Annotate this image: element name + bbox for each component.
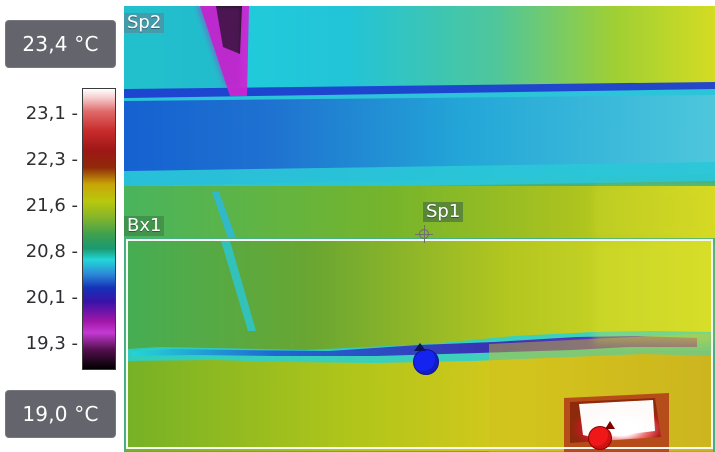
cold-corner-glow — [196, 6, 242, 90]
middle-right-warm-glow — [594, 186, 715, 238]
upper-diagonal-cold-line — [212, 192, 236, 238]
min-temperature-box: 19,0 °C — [5, 390, 116, 438]
box-right-warm-glow — [594, 243, 713, 343]
spot-label-sp1: Sp1 — [423, 202, 464, 222]
spot-label-sp2: Sp2 — [124, 13, 165, 33]
thermal-image-graphic — [124, 6, 715, 452]
hot-spot-marker-icon — [588, 421, 615, 450]
thermal-image-view: Sp2 Sp1 Bx1 — [124, 6, 715, 452]
scale-tick-label-1: 23,1 - — [25, 103, 78, 124]
box-label-bx1: Bx1 — [124, 216, 165, 236]
max-temperature-box: 23,4 °C — [5, 20, 116, 68]
scale-tick-label-2: 22,3 - — [25, 149, 78, 170]
lower-band-edge — [124, 162, 715, 191]
cold-horizontal-band — [124, 95, 715, 186]
scale-tick-label-3: 21,6 - — [25, 195, 78, 216]
scale-tick-label-6: 19,3 - — [25, 333, 78, 354]
scale-tick-label-5: 20,1 - — [25, 287, 78, 308]
temperature-color-scale — [82, 88, 116, 370]
box-diagonal-cold-line — [221, 241, 256, 331]
cold-spot-marker-icon — [413, 343, 439, 375]
crosshair-icon — [415, 225, 433, 243]
scale-tick-label-4: 20,8 - — [25, 241, 78, 262]
